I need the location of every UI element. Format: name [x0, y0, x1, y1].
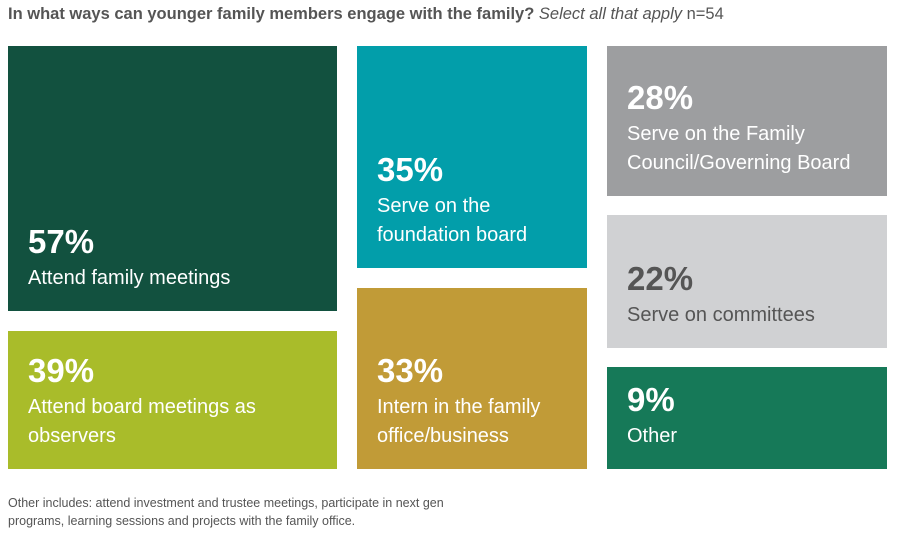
tile-label: Serve on committees [627, 304, 815, 326]
tile-other: 9% Other [607, 367, 887, 469]
tile-attend-family-meetings: 57% Attend family meetings [8, 46, 337, 311]
tile-label: Intern in the family office/business [377, 396, 541, 447]
tile-value: 57% [28, 222, 95, 260]
tile-intern: 33% Intern in the family office/business [357, 288, 587, 469]
tile-family-council: 28% Serve on the Family Council/Governin… [607, 46, 887, 196]
tile-label: Serve on the Family Council/Governing Bo… [627, 123, 851, 174]
tile-committees: 22% Serve on committees [607, 215, 887, 348]
footnote: Other includes: attend investment and tr… [8, 496, 444, 528]
tile-label: Attend board meetings as observers [28, 396, 256, 447]
tile-label: Attend family meetings [28, 267, 231, 289]
tile-label: Serve on the foundation board [377, 195, 528, 246]
title-sample-size: n=54 [686, 5, 724, 23]
tile-value: 9% [627, 380, 675, 418]
tile-value: 35% [377, 150, 444, 188]
tile-value: 39% [28, 351, 95, 389]
tile-value: 28% [627, 78, 694, 116]
tile-value: 33% [377, 351, 444, 389]
tile-attend-board-meetings: 39% Attend board meetings as observers [8, 331, 337, 469]
tile-label: Other [627, 425, 678, 447]
tile-foundation-board: 35% Serve on the foundation board [357, 46, 587, 268]
title-question: In what ways can younger family members … [8, 5, 535, 23]
tile-value: 22% [627, 259, 694, 297]
title-hint: Select all that apply [538, 5, 682, 23]
chart-title: In what ways can younger family members … [8, 5, 888, 24]
